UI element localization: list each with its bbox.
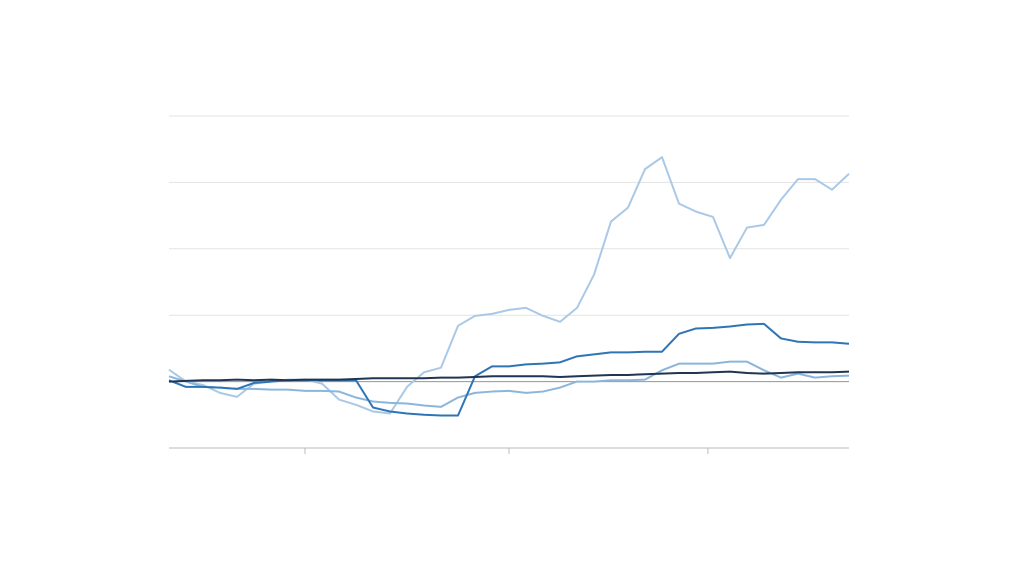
line (168, 360, 850, 408)
line (168, 322, 850, 417)
line (168, 370, 850, 383)
line (168, 156, 850, 415)
